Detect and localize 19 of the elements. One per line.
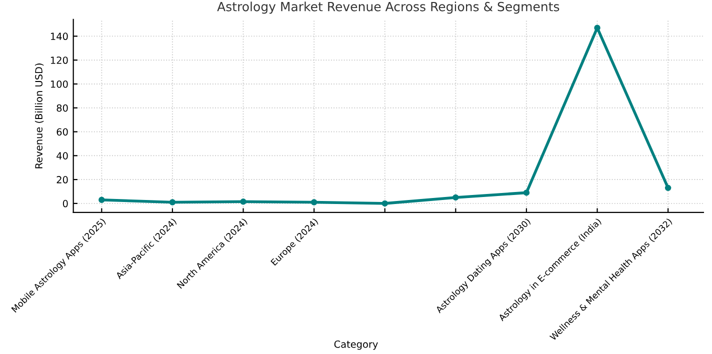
y-axis-title: Revenue (Billion USD) — [34, 64, 44, 168]
point — [310, 199, 318, 206]
y-tick-label: 120 — [50, 56, 68, 64]
y-tick-label: 80 — [56, 104, 68, 112]
y-tick-label: 0 — [62, 200, 68, 208]
y-tick-label: 40 — [56, 152, 68, 160]
point — [523, 190, 530, 196]
point — [382, 200, 388, 207]
point — [169, 199, 176, 206]
point — [240, 198, 246, 205]
y-tick-label: 100 — [50, 80, 68, 88]
y-tick-label: 60 — [56, 128, 68, 136]
point — [98, 196, 105, 203]
point — [664, 184, 672, 192]
chart-title: Astrology Market Revenue Across Regions & Segments — [217, 2, 560, 14]
y-tick-label: 140 — [50, 32, 68, 40]
y-tick-label: 20 — [56, 176, 68, 184]
point — [452, 194, 459, 201]
x-axis-title: Category — [334, 340, 378, 350]
